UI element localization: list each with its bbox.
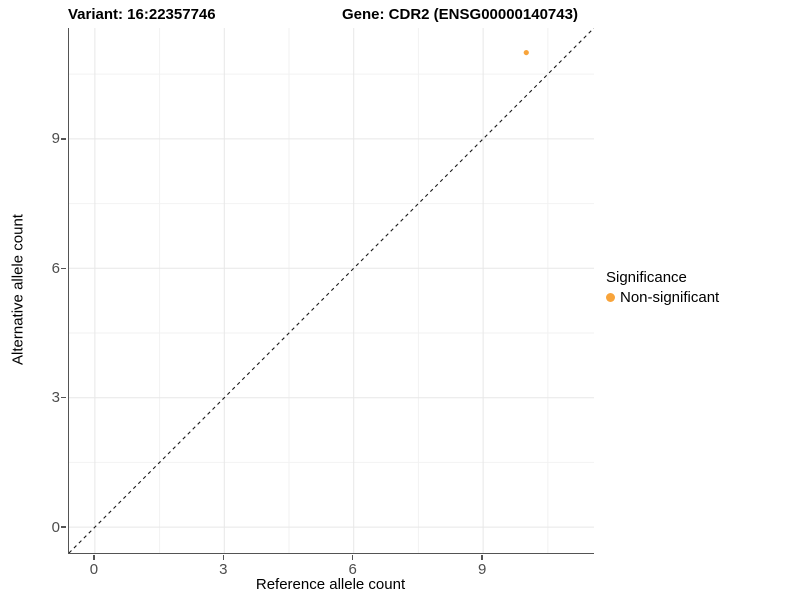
legend: Significance Non-significant — [606, 269, 719, 306]
data-point — [523, 49, 529, 56]
circle-icon — [606, 293, 615, 302]
plot-canvas — [69, 28, 594, 553]
y-tick-label: 0 — [51, 518, 60, 536]
x-tick-label: 0 — [89, 561, 99, 578]
x-tick-mark — [93, 554, 95, 560]
plot-title-variant: Variant: 16:22357746 — [68, 6, 216, 23]
y-tick-mark — [61, 267, 67, 270]
x-tick-mark — [222, 554, 225, 560]
x-tick-mark — [351, 554, 354, 560]
y-tick-label: 3 — [51, 389, 60, 407]
plot-title-gene: Gene: CDR2 (ENSG00000140743) — [342, 6, 578, 23]
y-tick-label: 6 — [51, 259, 60, 277]
y-tick-mark — [61, 526, 67, 528]
x-tick-label: 3 — [219, 561, 228, 578]
x-tick-label: 9 — [477, 561, 487, 578]
legend-title: Significance — [606, 269, 687, 286]
legend-item: Non-significant — [606, 289, 719, 306]
x-tick-label: 6 — [348, 561, 357, 578]
y-tick-mark — [61, 396, 67, 399]
x-tick-mark — [481, 554, 483, 560]
x-axis-title: Reference allele count — [255, 576, 406, 593]
identity-line — [69, 28, 594, 553]
legend-item-label: Non-significant — [620, 289, 720, 306]
y-tick-label: 9 — [51, 130, 60, 148]
plot-panel — [68, 28, 594, 554]
y-tick-mark — [61, 138, 67, 140]
